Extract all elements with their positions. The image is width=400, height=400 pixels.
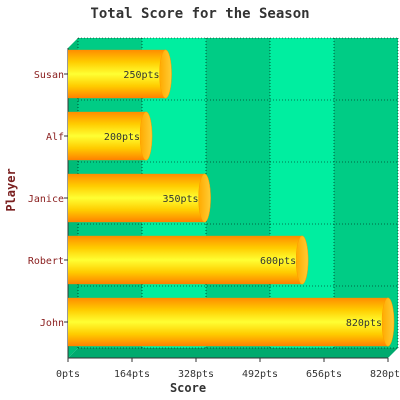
data-label: 820pts [346,318,382,329]
bar-alf [68,111,147,161]
bar-cap [381,297,395,347]
bar-cap [198,173,211,223]
bar-susan [68,49,166,99]
data-label: 600pts [260,256,296,267]
y-axis-label: Player [4,168,18,211]
x-tick-label: 0pts [56,369,80,380]
data-label: 200pts [104,132,140,143]
bar-cap [295,235,309,285]
x-tick-label: 492pts [242,369,278,380]
x-tick-label: 164pts [114,369,150,380]
bar-cap [139,111,153,161]
plot-floor [68,348,398,358]
category-label: John [40,318,64,329]
category-label: Robert [28,256,64,267]
plot-band [270,38,334,348]
category-label: Susan [34,70,64,81]
chart-title: Total Score for the Season [90,6,309,22]
plot-band [206,38,270,348]
plot-band [334,38,398,348]
x-axis-label: Score [170,381,206,395]
category-label: Janice [28,194,64,205]
x-tick-label: 820pts [370,369,400,380]
x-tick-label: 656pts [306,369,342,380]
data-label: 250pts [123,70,159,81]
data-label: 350pts [162,194,198,205]
bar-robert [68,235,303,285]
category-label: Alf [46,132,64,143]
bar-john [68,297,388,347]
bar-janice [68,173,205,223]
bar-cap [159,49,172,99]
x-tick-label: 328pts [178,369,214,380]
